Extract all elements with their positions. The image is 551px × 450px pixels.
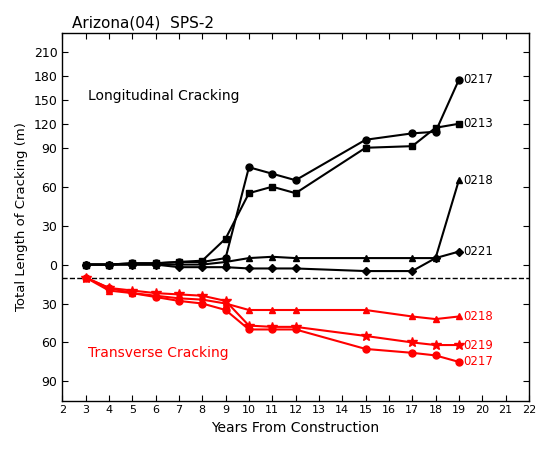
Text: Arizona(04)  SPS-2: Arizona(04) SPS-2 — [72, 15, 214, 30]
X-axis label: Years From Construction: Years From Construction — [212, 421, 380, 435]
Text: Longitudinal Cracking: Longitudinal Cracking — [88, 89, 240, 103]
Text: 0219: 0219 — [463, 338, 494, 351]
Text: 0218: 0218 — [463, 174, 493, 187]
Text: 0217: 0217 — [463, 356, 494, 369]
Text: Transverse Cracking: Transverse Cracking — [88, 346, 229, 360]
Text: 0221: 0221 — [463, 245, 494, 258]
Text: 0218: 0218 — [463, 310, 493, 323]
Text: 0217: 0217 — [463, 73, 494, 86]
Y-axis label: Total Length of Cracking (m): Total Length of Cracking (m) — [15, 122, 28, 311]
Text: 0213: 0213 — [463, 117, 493, 130]
